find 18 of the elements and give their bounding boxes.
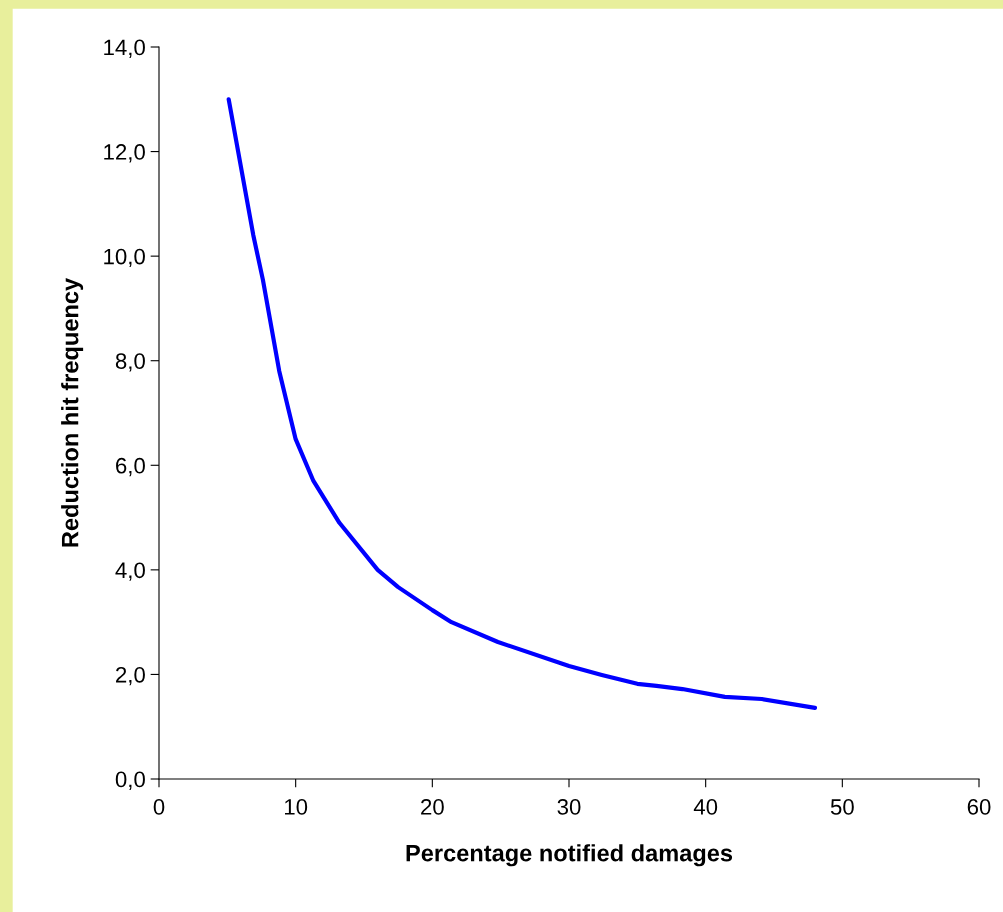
- y-axis-title: Reduction hit frequency: [61, 278, 84, 547]
- y-tick-label: 4,0: [115, 562, 145, 581]
- x-tick-label: 10: [285, 799, 308, 815]
- x-tick-label: 40: [693, 799, 718, 815]
- line-series: [226, 97, 818, 710]
- x-tick-label: 0: [153, 799, 165, 815]
- y-tick-label: 2,0: [116, 666, 145, 686]
- x-tick-label: 50: [830, 799, 854, 815]
- y-tick-label: 14,0: [104, 39, 145, 58]
- x-axis-title: Percentage notified damages: [406, 844, 733, 867]
- y-tick-label: 8,0: [115, 353, 145, 372]
- y-tick-label: 0,0: [115, 771, 145, 790]
- y-tick-label: 12,0: [104, 144, 145, 163]
- x-tick-label: 30: [557, 799, 581, 815]
- x-tick-label: 20: [421, 799, 444, 815]
- y-tick-label: 10,0: [104, 248, 145, 268]
- x-tick-label: 60: [967, 799, 991, 815]
- y-tick-label: 6,0: [116, 457, 145, 477]
